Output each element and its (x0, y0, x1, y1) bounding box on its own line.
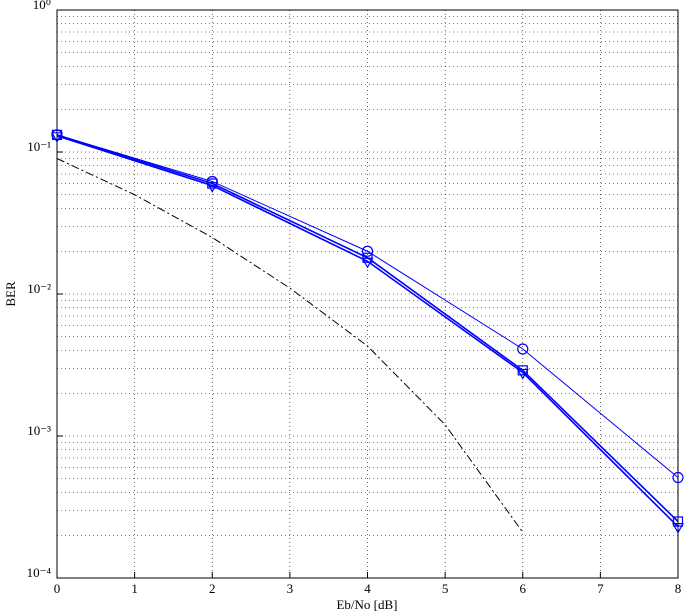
x-tick-label: 5 (442, 581, 449, 596)
series-line (56, 134, 679, 478)
x-tick-label: 4 (364, 581, 371, 596)
x-tick-label: 6 (520, 581, 527, 596)
marker (50, 132, 64, 144)
y-axis-label: BER (3, 281, 18, 307)
marker (361, 257, 374, 269)
y-tick-label: 10⁻¹ (27, 139, 51, 154)
marker (671, 523, 685, 534)
x-tick-label: 2 (209, 581, 216, 596)
y-tick-label: 10⁻³ (27, 423, 51, 438)
x-tick-label: 3 (287, 581, 294, 596)
marker (517, 343, 529, 355)
y-tick-label: 10⁰ (33, 0, 51, 12)
x-axis-label: Eb/No [dB] (336, 597, 397, 612)
marker (361, 245, 374, 257)
x-tick-label: 8 (675, 581, 682, 596)
series-line (56, 158, 524, 533)
x-tick-label: 7 (597, 581, 604, 596)
marker (516, 368, 529, 380)
series-line (56, 135, 679, 528)
x-tick-label: 1 (131, 581, 138, 596)
series-line (56, 134, 679, 523)
y-tick-label: 10⁻⁴ (27, 565, 52, 580)
marker (206, 181, 219, 193)
x-tick-label: 0 (54, 581, 61, 596)
plot-frame (56, 9, 679, 579)
marker (672, 471, 684, 484)
y-tick-label: 10⁻² (27, 281, 51, 296)
